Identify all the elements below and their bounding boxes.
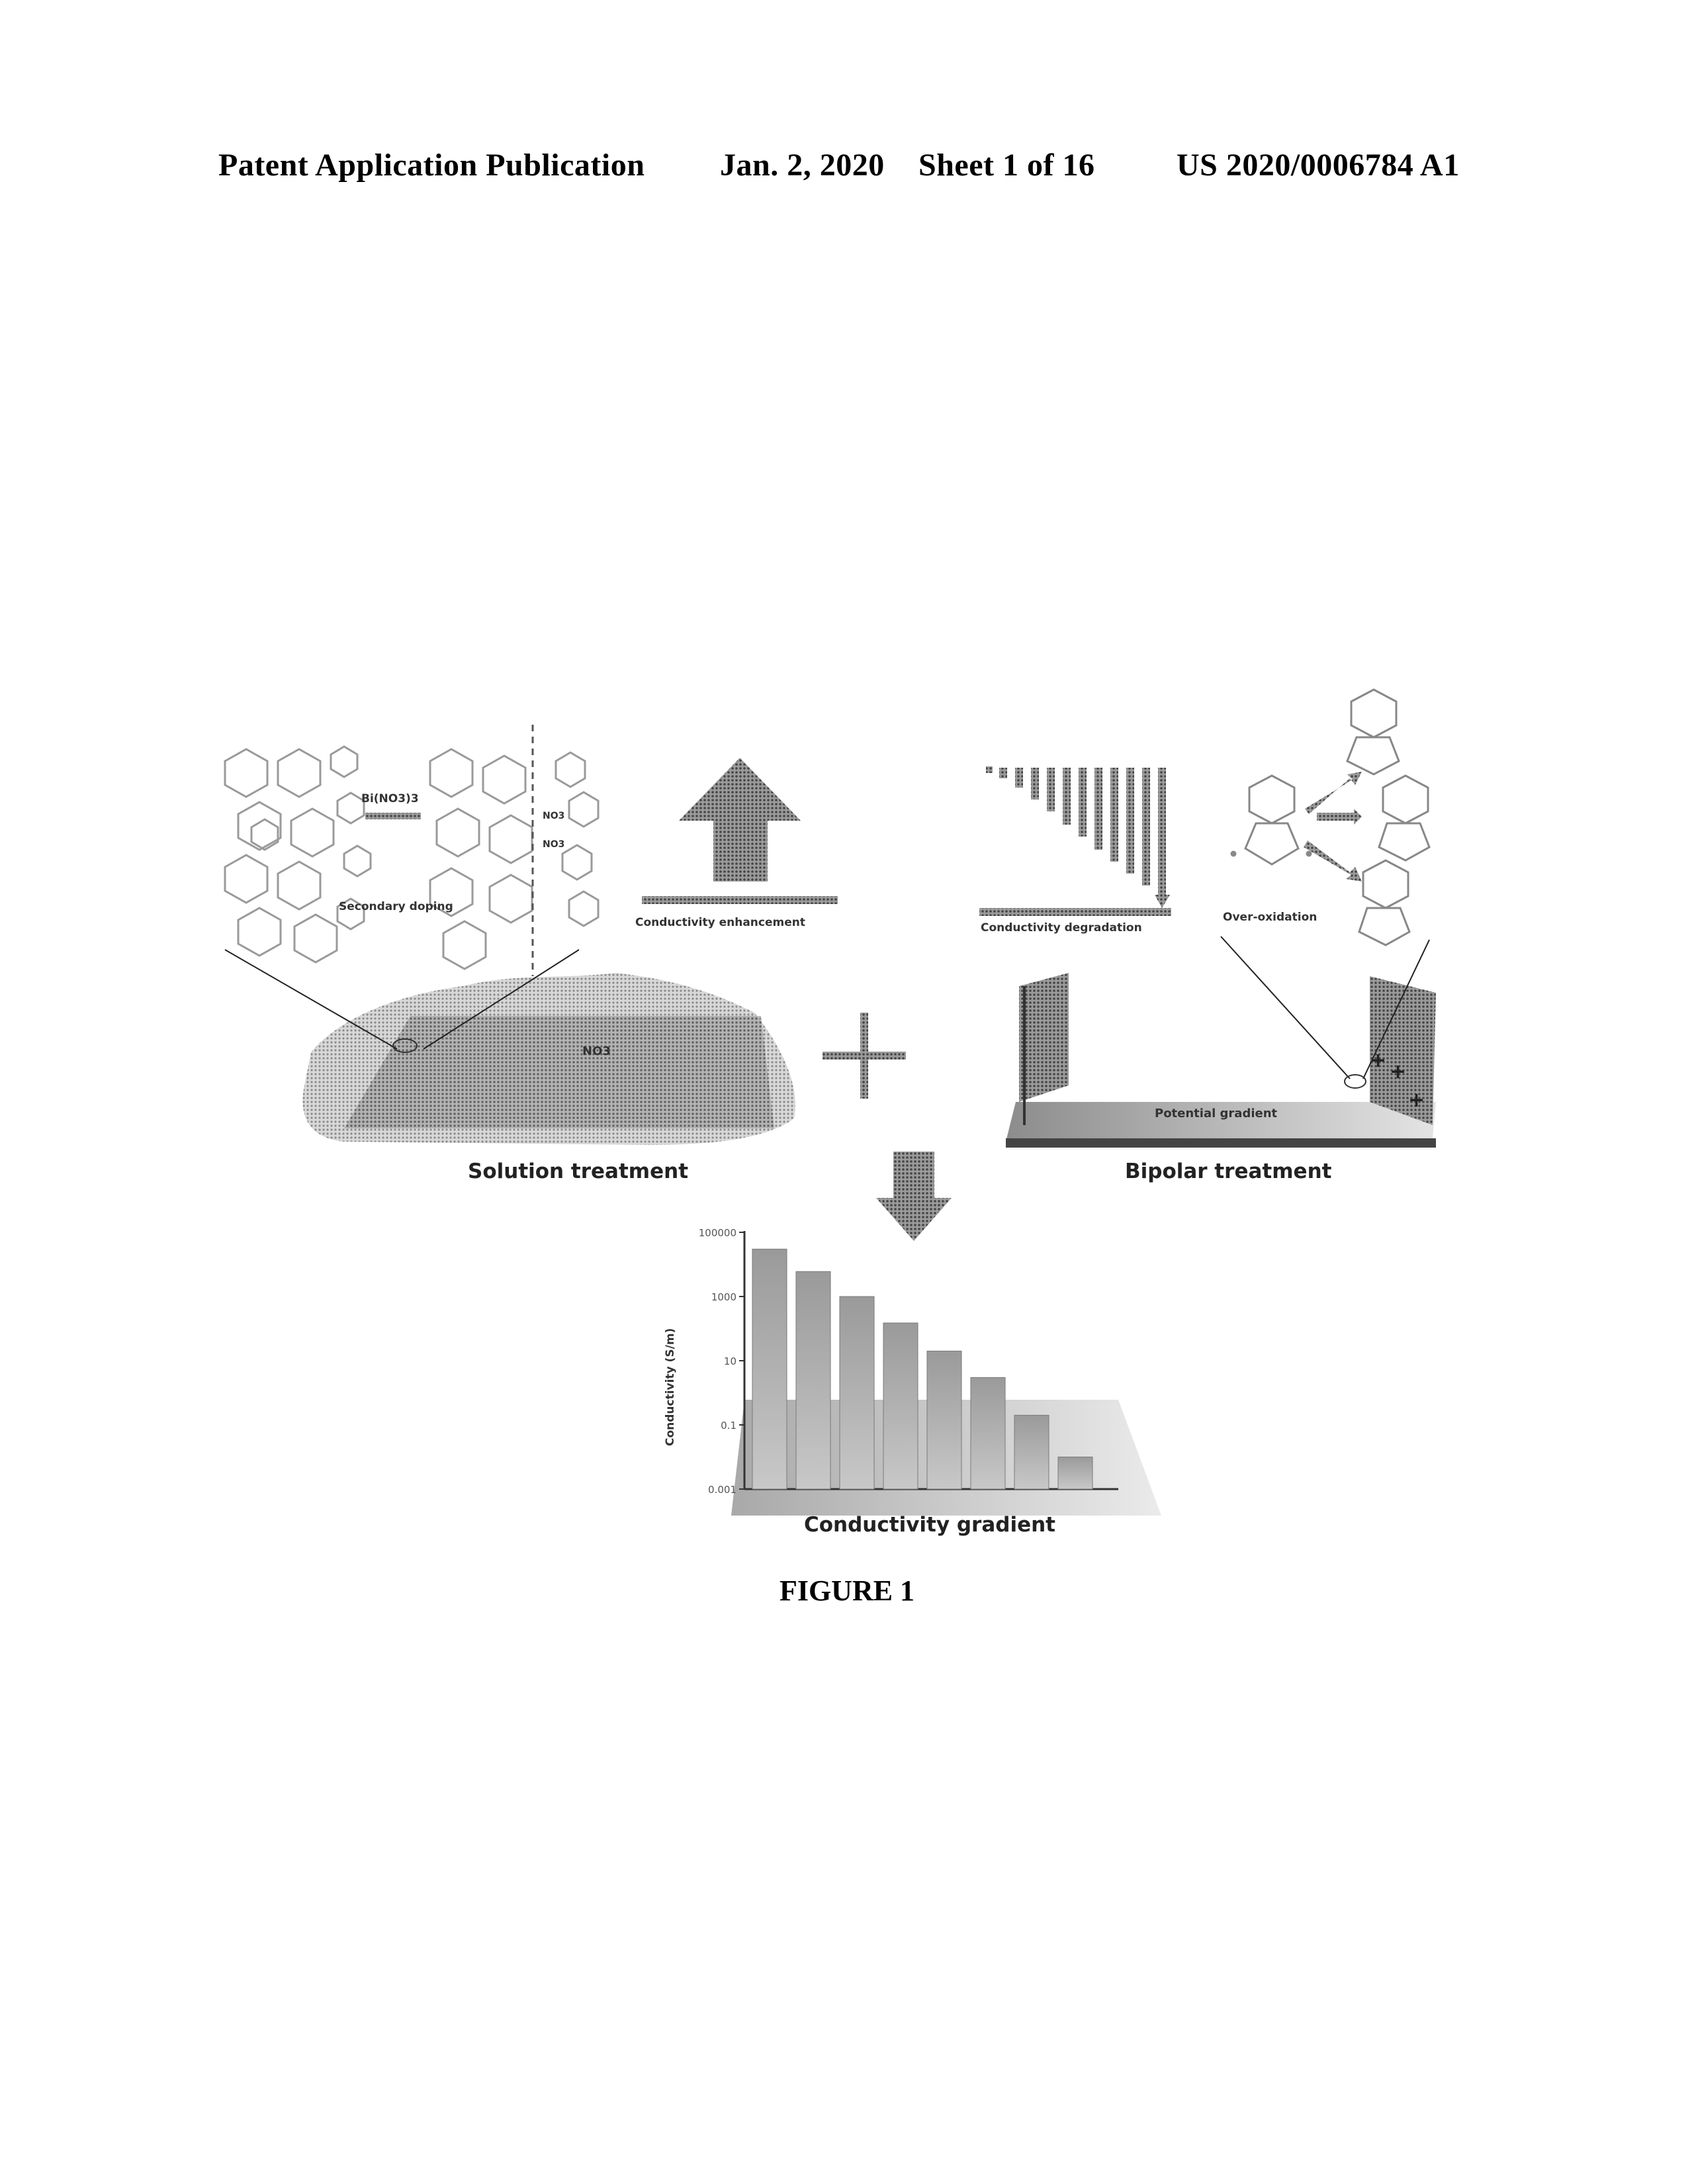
conductivity-gradient-label: Conductivity gradient <box>804 1513 1055 1537</box>
up-arrow-icon <box>642 758 838 904</box>
header-sheet: Sheet 1 of 16 <box>918 148 1095 183</box>
header-patent-number: US 2020/0006784 A1 <box>1177 148 1460 183</box>
chart-y-axis-label: Conductivity (S/m) <box>664 1328 677 1446</box>
potential-gradient-label: Potential gradient <box>1155 1107 1278 1120</box>
plus-charge-c: + <box>1408 1089 1425 1112</box>
chart-bar <box>752 1248 787 1490</box>
degradation-arrows-icon <box>979 766 1171 916</box>
solution-treatment-substrate <box>224 949 795 1145</box>
secondary-doping-label: Secondary doping <box>339 900 453 913</box>
no3-label-b: NO3 <box>543 811 565 821</box>
over-oxidation-arrows <box>1304 772 1362 882</box>
no3-label-a: NO3 <box>543 839 565 850</box>
header-publication: Patent Application Publication <box>218 148 645 183</box>
plus-charge-b: + <box>1390 1060 1407 1083</box>
secondary-doping-diagram <box>224 725 600 976</box>
chart-y-ticks: 100000 1000 10 0.1 0.001 <box>699 1227 744 1496</box>
chart-y-tick-label: 100000 <box>699 1227 736 1239</box>
chart-y-tick-label: 10 <box>724 1355 736 1367</box>
down-arrow-icon <box>876 1152 952 1241</box>
chart-bar <box>795 1271 831 1490</box>
over-oxidation-label: Over-oxidation <box>1223 911 1317 924</box>
chart-y-tick-label: 0.001 <box>708 1484 736 1496</box>
solution-treatment-label: Solution treatment <box>468 1160 689 1183</box>
chart-bar <box>839 1296 875 1490</box>
chart-bar <box>1057 1457 1093 1490</box>
dopant-label: Bi(NO3)3 <box>361 792 419 805</box>
bipolar-treatment-cell <box>1006 936 1436 1148</box>
doping-arrow <box>365 813 421 819</box>
chart-bar <box>883 1322 918 1490</box>
conductivity-enhancement-label: Conductivity enhancement <box>635 916 805 929</box>
chart-bar <box>1014 1414 1049 1490</box>
chart-y-tick-label: 1000 <box>711 1291 736 1303</box>
chart-y-tick-label: 0.1 <box>721 1420 736 1432</box>
figure-caption: FIGURE 1 <box>779 1574 915 1607</box>
chart-bars <box>752 1248 1093 1490</box>
conductivity-degradation-label: Conductivity degradation <box>981 921 1142 934</box>
no3-substrate-label: NO3 <box>582 1044 611 1058</box>
bipolar-treatment-label: Bipolar treatment <box>1125 1160 1332 1183</box>
plus-charge-a: + <box>1370 1049 1387 1072</box>
chart-bar <box>970 1377 1006 1490</box>
over-oxidation-diagram <box>1230 688 1431 946</box>
chart-bar <box>926 1350 962 1490</box>
plus-icon <box>823 1013 906 1099</box>
header-date: Jan. 2, 2020 <box>720 148 885 183</box>
